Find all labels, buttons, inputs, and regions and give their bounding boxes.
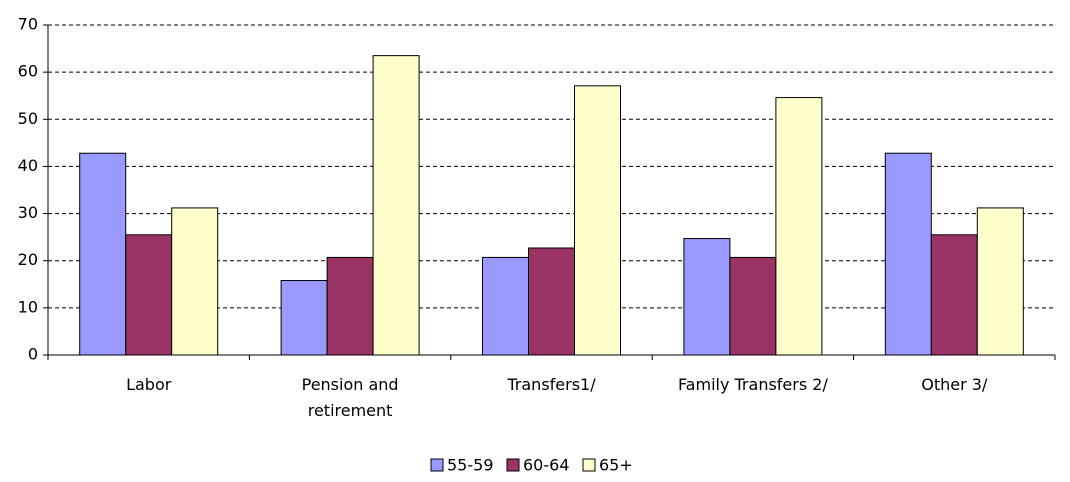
bar	[528, 247, 575, 356]
legend-swatch	[506, 458, 520, 472]
y-tick-label: 70	[18, 15, 38, 34]
bar	[482, 256, 529, 356]
bar	[775, 97, 823, 356]
bar	[976, 207, 1024, 356]
bar	[930, 234, 978, 356]
y-tick-label: 40	[18, 156, 38, 175]
bar	[280, 280, 328, 356]
y-tick-label: 10	[18, 297, 38, 316]
bar	[574, 85, 621, 356]
x-tick-label: Labor	[126, 375, 172, 394]
x-tick-label: Transfers1/	[507, 375, 596, 394]
y-tick-label: 60	[18, 62, 38, 81]
x-tick-label: Other 3/	[921, 375, 988, 394]
y-tick-label: 0	[28, 345, 38, 364]
y-tick-label: 30	[18, 203, 38, 222]
bar	[79, 152, 127, 356]
x-tick-label: Pension and retirement	[301, 375, 399, 420]
bar	[171, 207, 219, 356]
legend-label: 60-64	[523, 456, 570, 475]
bar	[372, 55, 420, 356]
bar	[884, 152, 932, 356]
bar	[326, 256, 374, 356]
legend-swatch	[582, 458, 596, 472]
bar	[683, 238, 731, 356]
bar	[729, 256, 777, 356]
x-tick-label: Family Transfers 2/	[677, 375, 828, 394]
legend-label: 55-59	[447, 456, 494, 475]
legend-label: 65+	[599, 456, 633, 475]
y-tick-label: 50	[18, 109, 38, 128]
bar	[125, 234, 173, 356]
legend-swatch	[430, 458, 444, 472]
y-tick-label: 20	[18, 250, 38, 269]
